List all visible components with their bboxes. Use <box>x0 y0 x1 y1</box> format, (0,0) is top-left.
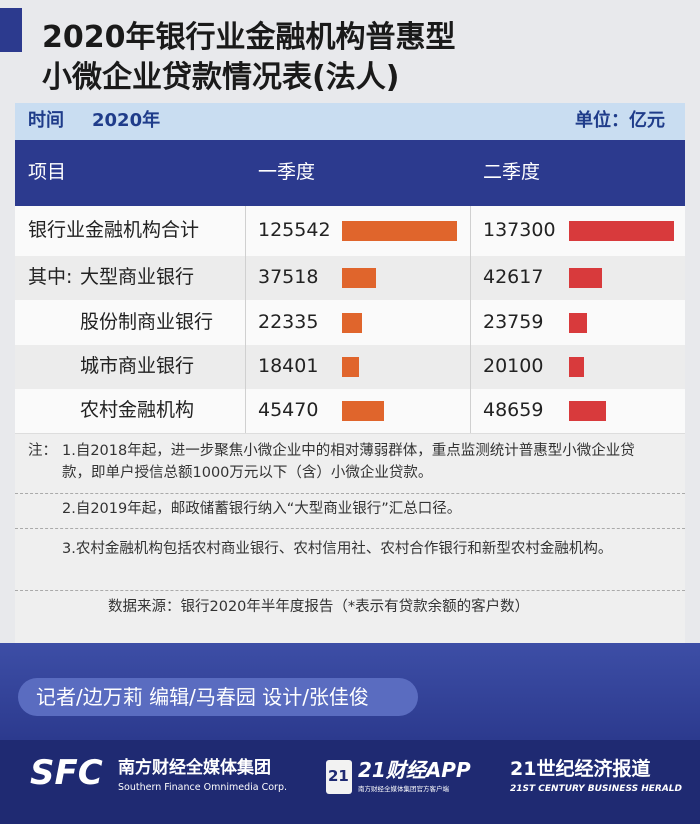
app-sub: 南方财经全媒体集团官方客户端 <box>358 785 449 793</box>
value: 45470 <box>258 399 319 421</box>
separator <box>15 493 685 494</box>
row-label: 股份制商业银行 <box>80 310 214 333</box>
column-divider <box>470 206 471 433</box>
row-label: 城市商业银行 <box>80 355 195 377</box>
value: 48659 <box>483 399 544 421</box>
title-accent <box>0 8 22 52</box>
value: 137300 <box>483 219 556 241</box>
value: 18401 <box>258 355 319 377</box>
bar <box>342 357 359 377</box>
app-name: 21财经APP <box>358 758 471 782</box>
column-header: 一季度 <box>258 161 316 183</box>
separator <box>15 528 685 529</box>
app-badge-bg <box>326 760 352 794</box>
app-badge: 21 <box>328 767 349 785</box>
note: 2.自2019年起，邮政储蓄银行纳入“大型商业银行”汇总口径。 <box>62 501 462 517</box>
row-label: 大型商业银行 <box>80 266 195 288</box>
separator <box>15 590 685 591</box>
title-line: 小微企业贷款情况表(法人) <box>42 60 400 95</box>
row-prefix: 其中: <box>28 266 73 288</box>
row-label: 银行业金融机构合计 <box>28 219 200 241</box>
unit: 单位：亿元 <box>575 110 665 131</box>
value: 20100 <box>483 355 544 377</box>
bar <box>569 268 602 288</box>
column-divider <box>245 206 246 433</box>
source: 数据来源：银行2020年半年度报告（*表示有贷款余额的客户数） <box>108 599 530 615</box>
column-header: 项目 <box>28 161 67 183</box>
value: 23759 <box>483 310 544 333</box>
row-label: 农村金融机构 <box>80 399 195 421</box>
time-label: 时间 <box>28 110 64 131</box>
credits-pill <box>18 678 418 716</box>
bar <box>569 401 607 421</box>
value: 22335 <box>258 310 319 333</box>
title-line: 2020年银行业金融机构普惠型 <box>42 20 456 55</box>
column-header: 二季度 <box>483 161 541 183</box>
note-prefix: 注： <box>28 443 57 459</box>
herald-en: 21ST CENTURY BUSINESS HERALD <box>510 784 683 794</box>
value: 37518 <box>258 266 319 288</box>
bar <box>342 312 363 333</box>
value: 125542 <box>258 219 331 241</box>
year: 2020年 <box>92 110 161 131</box>
note: 1.自2018年起，进一步聚焦小微企业中的相对薄弱群体，重点监测统计普惠型小微企… <box>62 443 635 481</box>
bar <box>569 312 588 333</box>
sfc-name: 南方财经全媒体集团 <box>118 758 271 778</box>
meta-strip <box>15 103 685 140</box>
header-row <box>15 140 685 206</box>
bar <box>342 221 457 241</box>
value: 42617 <box>483 266 544 288</box>
note: 3.农村金融机构包括农村商业银行、农村信用社、农村合作银行和新型农村金融机构。 <box>62 541 613 557</box>
notes-area <box>15 433 685 643</box>
credits: 记者/边万莉 编辑/马春园 设计/张佳俊 <box>36 685 369 709</box>
bar <box>569 357 585 377</box>
bar <box>569 221 674 241</box>
herald-name: 21世纪经济报道 <box>510 758 651 780</box>
sfc-en: Southern Finance Omnimedia Corp. <box>118 782 288 793</box>
bar <box>342 268 377 288</box>
bar <box>342 401 384 421</box>
sfc-logo: SFC <box>30 753 103 793</box>
